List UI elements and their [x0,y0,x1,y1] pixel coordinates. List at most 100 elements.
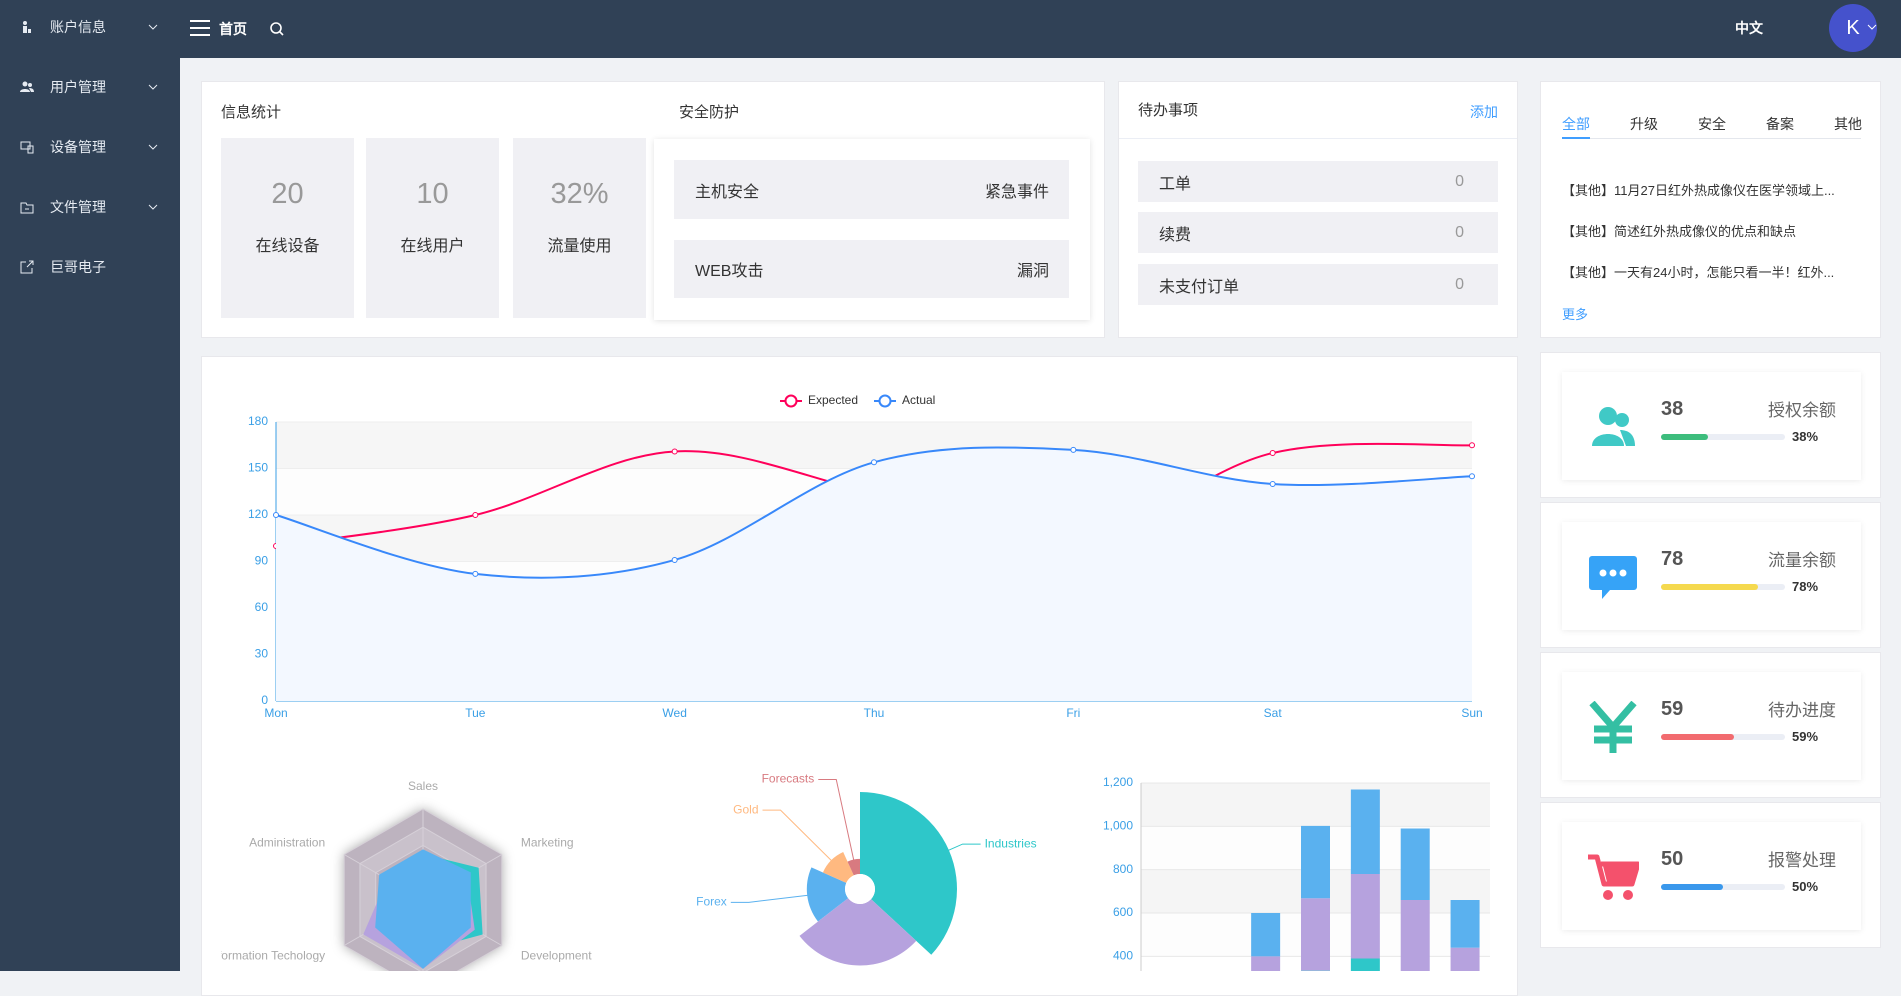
security-item: WEB攻击 [695,257,763,281]
search-icon[interactable] [269,21,285,37]
progress-value: 38 [1661,398,1683,421]
todo-count: 0 [1455,173,1464,191]
news-tab[interactable]: 其他 [1834,114,1862,134]
stat-label: 流量使用 [513,232,646,256]
progress-bar [1661,884,1723,890]
security-status: 漏洞 [1017,257,1049,281]
hamburger[interactable] [190,19,210,37]
news-tab[interactable]: 安全 [1698,114,1726,134]
stats-card: 信息统计 20 在线设备 10 在线用户 32% 流量使用 安全防护 主机安全 … [201,81,1105,338]
news-item[interactable]: 【其他】简述红外热成像仪的优点和缺点 [1562,221,1796,240]
progress-label: 流量余额 [1768,546,1836,571]
news-item[interactable]: 【其他】一天有24小时，怎能只看一半！红外... [1562,262,1834,281]
chevron [148,202,158,212]
todo-label: 续费 [1159,221,1191,245]
progress-card: 50 报警处理 50% [1540,802,1881,948]
progress-value: 59 [1661,698,1683,721]
menu-item[interactable]: 账户信息 [0,7,180,47]
menu-label: 用户管理 [50,77,106,97]
news-tab[interactable]: 升级 [1630,114,1658,134]
icon [20,260,34,274]
todo-count: 0 [1455,276,1464,294]
menu-item[interactable]: 巨哥电子 [0,247,180,287]
menu-item[interactable]: 用户管理 [0,67,180,107]
menu-label: 设备管理 [50,137,106,157]
todo-row[interactable]: 未支付订单 0 [1138,264,1498,305]
more-link[interactable]: 更多 [1562,304,1588,323]
menu-label: 文件管理 [50,197,106,217]
progress-box: 59 待办进度 59% [1562,672,1861,780]
menu-item[interactable]: 设备管理 [0,127,180,167]
header: 首页 中文 K [180,0,1901,58]
progress-card: 38 授权余额 38% [1540,352,1881,498]
progress-icon [1587,551,1639,603]
stat-value: 10 [366,178,499,211]
todo-label: 未支付订单 [1159,273,1239,297]
language[interactable]: 中文 [1735,18,1763,38]
divider [1119,138,1517,139]
progress-icon [1587,701,1639,753]
todo-row[interactable]: 续费 0 [1138,212,1498,253]
progress-card: 59 待办进度 59% [1540,652,1881,798]
progress-icon [1587,851,1639,903]
progress-bar [1661,734,1734,740]
progress-box: 50 报警处理 50% [1562,822,1861,930]
card-title: 信息统计 [221,101,281,122]
progress-box: 78 流量余额 78% [1562,522,1861,630]
progress-card: 78 流量余额 78% [1540,502,1881,648]
menu-label: 账户信息 [50,17,106,37]
icon [20,140,34,154]
breadcrumb[interactable]: 首页 [219,19,247,39]
progress-label: 待办进度 [1768,696,1836,721]
chart-card [201,356,1518,996]
sidebar: 账户信息 用户管理 设备管理 文件管理 巨哥电子 [0,0,180,971]
progress-icon [1587,401,1639,453]
progress-box: 38 授权余额 38% [1562,372,1861,480]
menu-label: 巨哥电子 [50,257,106,277]
card-title: 安全防护 [679,101,739,122]
security-row: WEB攻击 漏洞 [674,240,1069,298]
stat-box: 10 在线用户 [366,138,499,318]
progress-bar [1661,434,1708,440]
todo-card: 待办事项 添加 工单 0 续费 0 未支付订单 0 [1118,81,1518,338]
progress-percent: 50% [1792,879,1818,894]
news-tab[interactable]: 备案 [1766,114,1794,134]
todo-label: 工单 [1159,170,1191,194]
progress-percent: 38% [1792,429,1818,444]
stat-value: 20 [221,178,354,211]
news-tab[interactable]: 全部 [1562,114,1590,134]
news-card: 【其他】11月27日红外热成像仪在医学领域上... 【其他】简述红外热成像仪的优… [1540,81,1881,338]
stat-label: 在线用户 [366,232,499,256]
progress-label: 报警处理 [1768,846,1836,871]
tab-divider [1562,138,1861,139]
icon [20,20,34,34]
news-item[interactable]: 【其他】11月27日红外热成像仪在医学领域上... [1562,180,1835,199]
security-item: 主机安全 [695,178,759,202]
todo-count: 0 [1455,224,1464,242]
progress-label: 授权余额 [1768,396,1836,421]
chevron [148,22,158,32]
page: 账户信息 用户管理 设备管理 文件管理 巨哥电子 首页 中文 K 信息统计 20… [0,0,1901,971]
progress-percent: 78% [1792,579,1818,594]
security-status: 紧急事件 [985,178,1049,202]
todo-row[interactable]: 工单 0 [1138,161,1498,202]
stat-label: 在线设备 [221,232,354,256]
security-row: 主机安全 紧急事件 [674,160,1069,219]
stat-box: 32% 流量使用 [513,138,646,318]
security-panel: 主机安全 紧急事件 WEB攻击 漏洞 [654,139,1090,320]
icon [20,200,34,214]
progress-value: 50 [1661,848,1683,871]
progress-value: 78 [1661,548,1683,571]
chevron [148,82,158,92]
progress-percent: 59% [1792,729,1818,744]
avatar-letter: K [1846,17,1859,40]
avatar-caret [1867,23,1877,31]
card-title: 待办事项 [1138,99,1198,120]
menu-item[interactable]: 文件管理 [0,187,180,227]
chevron [148,142,158,152]
active-tab-bar [1562,137,1590,139]
add-link[interactable]: 添加 [1470,102,1498,122]
stat-value: 32% [513,178,646,211]
progress-bar [1661,584,1758,590]
icon [20,80,34,94]
